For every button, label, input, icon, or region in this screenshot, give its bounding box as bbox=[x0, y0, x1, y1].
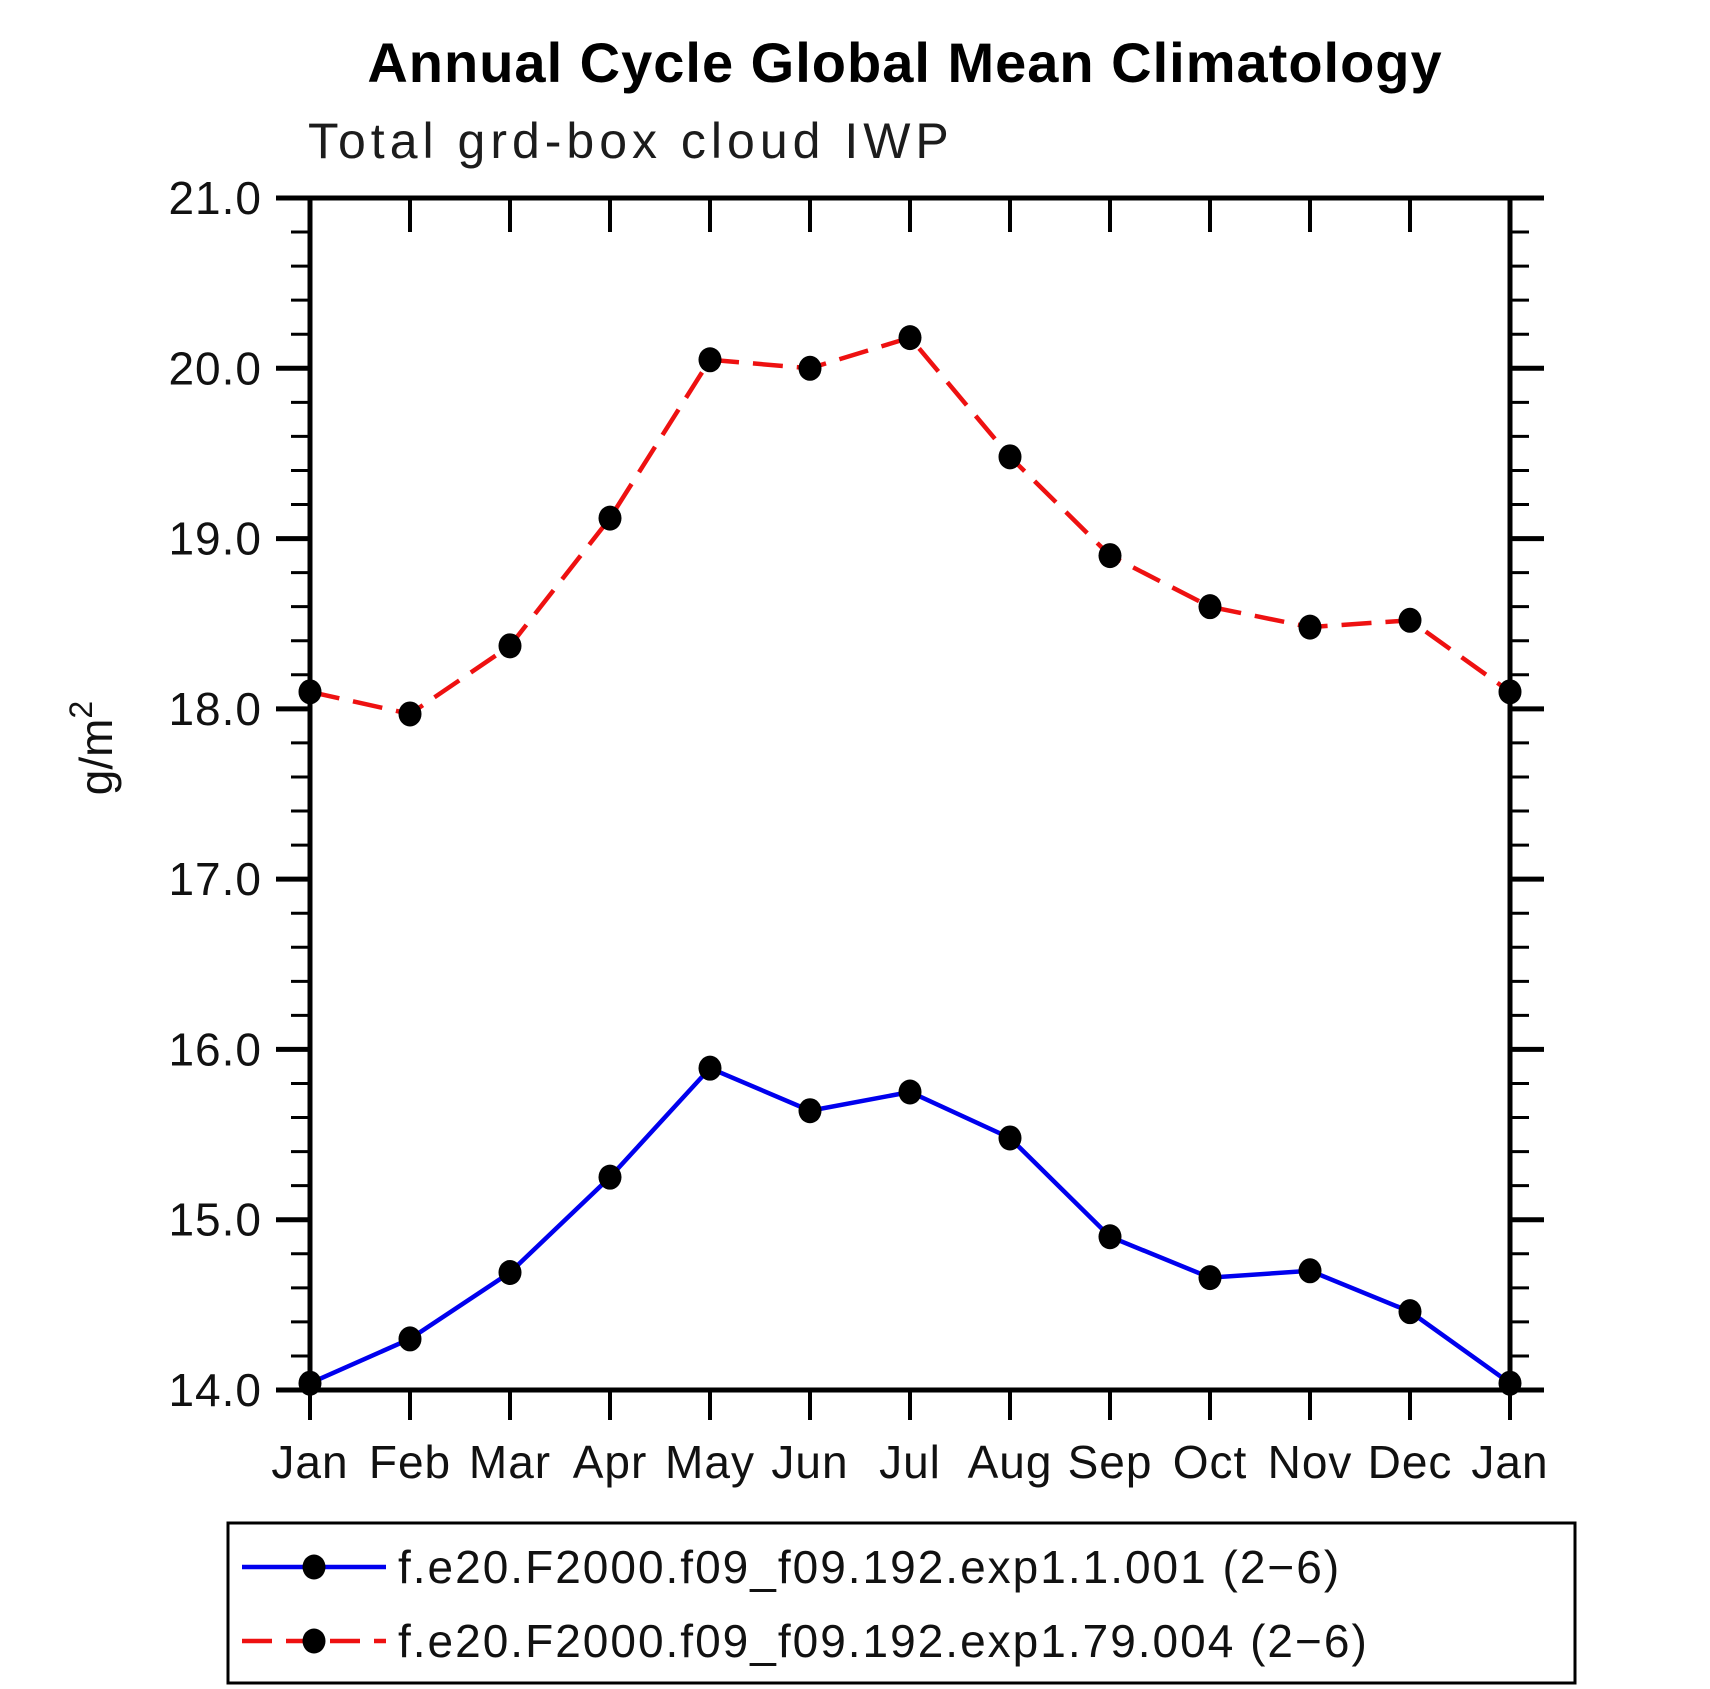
series-line-1 bbox=[309, 335, 1512, 717]
x-tick-label: Jan bbox=[271, 1436, 348, 1488]
x-tick-label: Aug bbox=[968, 1436, 1053, 1488]
y-tick-label: 16.0 bbox=[168, 1023, 262, 1075]
data-point bbox=[298, 679, 322, 705]
data-point bbox=[1298, 614, 1322, 640]
x-tick-label: Mar bbox=[469, 1436, 551, 1488]
chart-title: Annual Cycle Global Mean Climatology bbox=[367, 31, 1442, 94]
data-point bbox=[1398, 607, 1422, 633]
x-tick-label: Apr bbox=[573, 1436, 648, 1488]
data-point bbox=[398, 701, 422, 727]
data-point bbox=[498, 633, 522, 659]
plot-series bbox=[298, 325, 1522, 1396]
data-point bbox=[1098, 1224, 1122, 1250]
x-tick-label: Feb bbox=[369, 1436, 451, 1488]
data-point bbox=[398, 1326, 422, 1352]
x-tick-label: Nov bbox=[1268, 1436, 1353, 1488]
x-tick-label: Dec bbox=[1368, 1436, 1453, 1488]
x-tick-label: Jul bbox=[879, 1436, 941, 1488]
x-tick-label: May bbox=[665, 1436, 755, 1488]
y-axis-label: g/m2 bbox=[63, 701, 122, 795]
data-point bbox=[598, 505, 622, 531]
legend-entry-label-0: f.e20.F2000.f09_f09.192.exp1.1.001 (2−6) bbox=[398, 1541, 1341, 1593]
y-tick-label: 20.0 bbox=[168, 342, 262, 394]
data-point bbox=[298, 1370, 322, 1396]
data-point bbox=[898, 1079, 922, 1105]
legend-sample-marker-0 bbox=[302, 1554, 326, 1580]
y-tick-label: 21.0 bbox=[168, 172, 262, 224]
legend: f.e20.F2000.f09_f09.192.exp1.1.001 (2−6)… bbox=[226, 1521, 1577, 1685]
data-point bbox=[998, 444, 1022, 470]
data-point bbox=[798, 1098, 822, 1124]
data-point bbox=[1198, 594, 1222, 620]
data-point bbox=[1298, 1258, 1322, 1284]
data-point bbox=[998, 1125, 1022, 1151]
data-point bbox=[798, 355, 822, 381]
y-axis-label-base: g/m bbox=[70, 719, 122, 796]
legend-box bbox=[226, 1521, 1577, 1685]
y-tick-label: 18.0 bbox=[168, 683, 262, 735]
data-point bbox=[598, 1164, 622, 1190]
y-tick-label: 19.0 bbox=[168, 513, 262, 565]
data-point bbox=[698, 347, 722, 373]
x-tick-label: Sep bbox=[1068, 1436, 1153, 1488]
y-tick-label: 15.0 bbox=[168, 1194, 262, 1246]
legend-entry-label-1: f.e20.F2000.f09_f09.192.exp1.79.004 (2−6… bbox=[398, 1615, 1369, 1667]
y-tick-label: 14.0 bbox=[168, 1364, 262, 1416]
data-point bbox=[1098, 543, 1122, 569]
data-point bbox=[1198, 1265, 1222, 1291]
data-point bbox=[898, 325, 922, 351]
x-tick-label: Oct bbox=[1173, 1436, 1248, 1488]
series-line-0 bbox=[309, 1065, 1512, 1386]
chart-subtitle: Total grd-box cloud IWP bbox=[308, 113, 954, 169]
data-point bbox=[1498, 1370, 1522, 1396]
data-point bbox=[698, 1055, 722, 1081]
legend-sample-marker-1 bbox=[302, 1628, 326, 1654]
x-tick-label: Jun bbox=[771, 1436, 848, 1488]
data-point bbox=[498, 1260, 522, 1286]
x-tick-label: Jan bbox=[1471, 1436, 1548, 1488]
data-point bbox=[1398, 1299, 1422, 1325]
y-tick-label: 17.0 bbox=[168, 853, 262, 905]
y-axis-label-superscript: 2 bbox=[63, 701, 99, 719]
axes: 14.0 15.0 16.0 17.0 18.0 19.0 20.0 21.0 Jan Feb Ma… bbox=[168, 172, 1548, 1488]
data-point bbox=[1498, 679, 1522, 705]
